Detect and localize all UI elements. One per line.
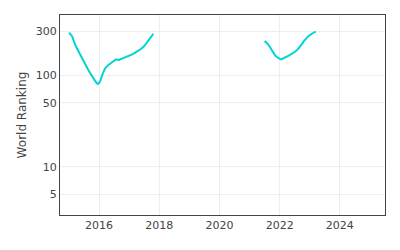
svg-text:300: 300 bbox=[36, 25, 57, 38]
svg-text:2022: 2022 bbox=[266, 219, 294, 232]
svg-text:2018: 2018 bbox=[145, 219, 173, 232]
svg-text:100: 100 bbox=[36, 69, 57, 82]
svg-text:2016: 2016 bbox=[85, 219, 113, 232]
svg-text:5: 5 bbox=[50, 188, 57, 201]
svg-text:2020: 2020 bbox=[205, 219, 233, 232]
svg-text:World Ranking: World Ranking bbox=[15, 72, 29, 159]
svg-text:10: 10 bbox=[43, 161, 57, 174]
svg-text:50: 50 bbox=[43, 97, 57, 110]
svg-text:2024: 2024 bbox=[326, 219, 354, 232]
